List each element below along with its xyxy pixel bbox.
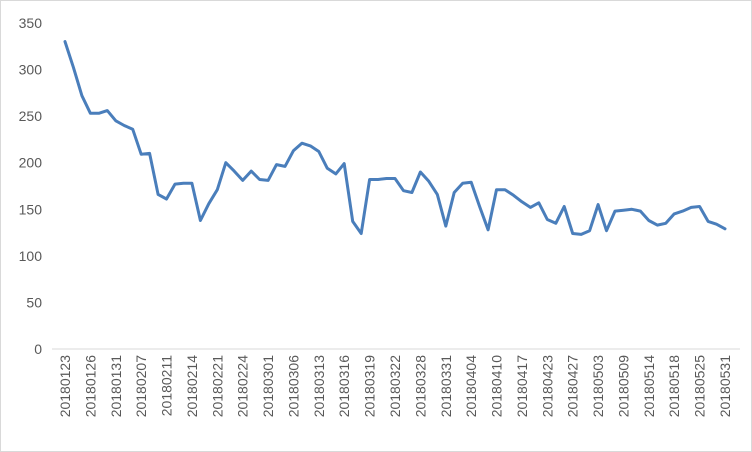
x-tick-label: 20180423 [539, 355, 555, 418]
y-tick-label: 250 [19, 108, 43, 124]
x-tick-label: 20180531 [717, 355, 733, 418]
x-tick-label: 20180427 [565, 355, 581, 418]
x-tick-label: 20180123 [57, 355, 73, 418]
x-tick-label: 20180404 [463, 355, 479, 418]
x-tick-label: 20180331 [438, 355, 454, 418]
x-tick-label: 20180322 [387, 355, 403, 418]
x-tick-label: 20180514 [641, 355, 657, 418]
x-tick-label: 20180328 [412, 355, 428, 418]
x-tick-label: 20180211 [159, 355, 175, 416]
y-tick-label: 50 [26, 294, 42, 310]
y-tick-label: 100 [19, 248, 43, 264]
x-tick-label: 20180131 [108, 355, 124, 418]
y-tick-label: 200 [19, 155, 43, 171]
line-series [63, 40, 727, 236]
y-tick-label: 300 [19, 62, 43, 78]
x-tick-label: 20180313 [311, 355, 327, 418]
x-tick-label: 20180319 [362, 355, 378, 418]
x-tick-label: 20180410 [489, 355, 505, 418]
x-tick-label: 20180214 [184, 355, 200, 418]
x-tick-label: 20180417 [514, 355, 530, 418]
y-tick-label: 0 [34, 341, 42, 357]
x-tick-label: 20180224 [235, 355, 251, 418]
y-tick-label: 150 [19, 201, 43, 217]
x-tick-label: 20180306 [285, 355, 301, 418]
x-tick-label: 20180316 [336, 355, 352, 418]
x-tick-label: 20180221 [209, 355, 225, 418]
x-tick-label: 20180525 [692, 355, 708, 418]
x-tick-label: 20180509 [615, 355, 631, 418]
x-tick-label: 20180126 [82, 355, 98, 418]
y-tick-label: 350 [19, 15, 43, 31]
x-tick-label: 20180503 [590, 355, 606, 418]
x-tick-label: 20180207 [133, 355, 149, 418]
x-tick-label: 20180301 [260, 355, 276, 418]
x-tick-label: 20180518 [666, 355, 682, 418]
